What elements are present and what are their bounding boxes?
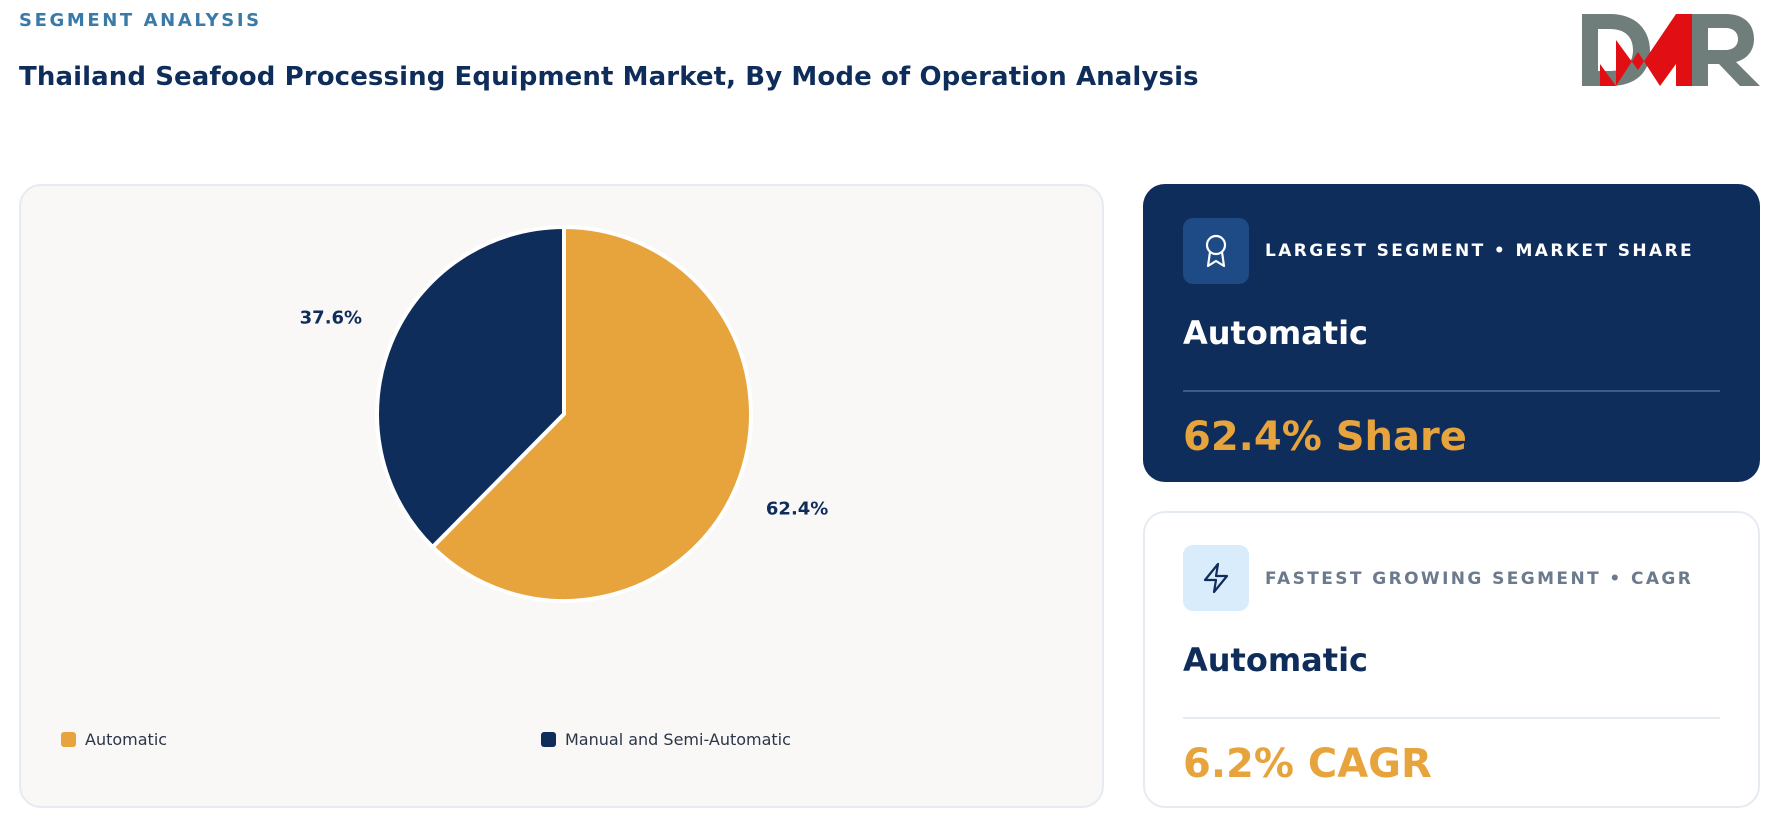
card-divider: [1183, 390, 1720, 392]
pie-chart: 62.4% 37.6%: [300, 225, 828, 603]
card-divider: [1183, 717, 1720, 719]
chart-card: 62.4% 37.6% Automatic Manual and Semi-Auto…: [19, 184, 1104, 808]
section-eyebrow: SEGMENT ANALYSIS: [19, 10, 262, 31]
pie-data-label: 37.6%: [300, 307, 362, 328]
pie-data-label: 62.4%: [766, 499, 828, 520]
legend-label: Manual and Semi-Automatic: [565, 730, 791, 749]
legend-item[interactable]: Automatic: [61, 730, 167, 749]
legend-label: Automatic: [85, 730, 168, 749]
award-icon: [1183, 218, 1249, 284]
legend-swatch: [61, 732, 76, 747]
chart-legend: Automatic Manual and Semi-Automatic: [21, 730, 1102, 754]
page-title: Thailand Seafood Processing Equipment Ma…: [19, 62, 1199, 92]
fastest-growing-value: 6.2% CAGR: [1183, 741, 1432, 787]
legend-swatch: [541, 732, 556, 747]
largest-segment-name: Automatic: [1183, 314, 1368, 352]
dmr-logo: [1582, 14, 1760, 86]
fastest-growing-card: FASTEST GROWING SEGMENT • CAGR Automatic…: [1143, 511, 1760, 808]
largest-segment-value: 62.4% Share: [1183, 414, 1467, 460]
pie-slice-manual-and-semi-automatic[interactable]: [375, 225, 566, 550]
fastest-growing-name: Automatic: [1183, 641, 1368, 679]
largest-segment-card: LARGEST SEGMENT • MARKET SHARE Automatic…: [1143, 184, 1760, 482]
lightning-icon: [1183, 545, 1249, 611]
pie-slice-automatic[interactable]: [430, 225, 753, 603]
fastest-growing-label: FASTEST GROWING SEGMENT • CAGR: [1265, 569, 1694, 589]
legend-item[interactable]: Manual and Semi-Automatic: [541, 730, 791, 749]
largest-segment-label: LARGEST SEGMENT • MARKET SHARE: [1265, 241, 1695, 261]
